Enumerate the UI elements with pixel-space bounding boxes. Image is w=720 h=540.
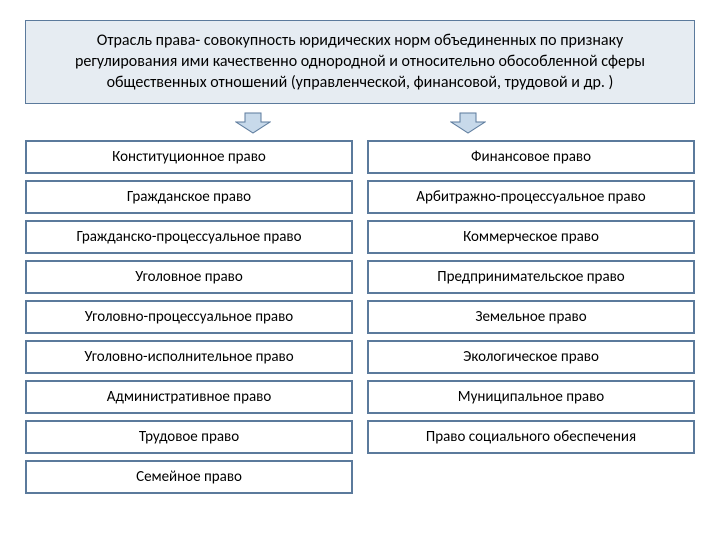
branch-cell: Предпринимательское право xyxy=(367,260,695,294)
columns-container: Конституционное право Гражданское право … xyxy=(25,140,695,494)
branch-cell: Административное право xyxy=(25,380,353,414)
branch-cell: Гражданско-процессуальное право xyxy=(25,220,353,254)
branch-cell: Муниципальное право xyxy=(367,380,695,414)
header-definition: Отрасль права- совокупность юридических … xyxy=(25,20,695,104)
branch-cell: Арбитражно-процессуальное право xyxy=(367,180,695,214)
right-column: Финансовое право Арбитражно-процессуальн… xyxy=(367,140,695,494)
branch-cell: Финансовое право xyxy=(367,140,695,174)
branch-cell: Право социального обеспечения xyxy=(367,420,695,454)
branch-cell: Уголовно-процессуальное право xyxy=(25,300,353,334)
branch-cell: Земельное право xyxy=(367,300,695,334)
branch-cell: Коммерческое право xyxy=(367,220,695,254)
branch-cell: Уголовное право xyxy=(25,260,353,294)
branch-cell: Уголовно-исполнительное право xyxy=(25,340,353,374)
branch-cell: Экологическое право xyxy=(367,340,695,374)
branch-cell: Трудовое право xyxy=(25,420,353,454)
branch-cell: Конституционное право xyxy=(25,140,353,174)
arrows-row xyxy=(25,112,695,134)
arrow-down-left-icon xyxy=(235,112,271,134)
branch-cell: Гражданское право xyxy=(25,180,353,214)
arrow-down-right-icon xyxy=(450,112,486,134)
left-column: Конституционное право Гражданское право … xyxy=(25,140,353,494)
branch-cell: Семейное право xyxy=(25,460,353,494)
